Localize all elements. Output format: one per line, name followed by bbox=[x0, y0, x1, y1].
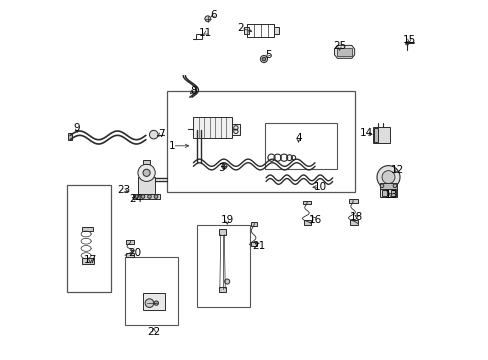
Bar bbox=[126, 253, 133, 257]
Bar bbox=[265, 123, 336, 169]
Circle shape bbox=[134, 195, 138, 198]
Bar bbox=[379, 183, 396, 189]
Bar bbox=[142, 293, 164, 310]
Circle shape bbox=[260, 55, 267, 63]
Bar bbox=[82, 227, 92, 231]
Text: 23: 23 bbox=[117, 185, 130, 195]
Bar bbox=[247, 24, 274, 37]
Bar bbox=[379, 189, 396, 197]
Bar bbox=[302, 201, 311, 204]
Circle shape bbox=[381, 171, 394, 184]
Bar bbox=[133, 194, 159, 199]
Text: 9: 9 bbox=[74, 123, 80, 133]
Text: 15: 15 bbox=[402, 35, 415, 45]
Circle shape bbox=[224, 279, 229, 284]
Circle shape bbox=[138, 164, 155, 181]
Circle shape bbox=[154, 195, 158, 198]
Bar bbox=[231, 124, 239, 135]
Bar bbox=[381, 190, 386, 196]
Text: 24: 24 bbox=[129, 194, 142, 204]
Bar bbox=[197, 225, 250, 307]
Bar bbox=[67, 185, 110, 292]
Text: 11: 11 bbox=[199, 28, 212, 38]
Text: 2: 2 bbox=[237, 23, 244, 33]
Bar bbox=[142, 160, 150, 164]
Circle shape bbox=[262, 57, 265, 61]
Bar bbox=[337, 48, 351, 56]
Bar bbox=[348, 199, 357, 203]
Text: 6: 6 bbox=[210, 10, 216, 20]
Text: 19: 19 bbox=[220, 215, 233, 225]
Circle shape bbox=[154, 301, 158, 305]
Text: 20: 20 bbox=[127, 248, 141, 258]
Text: 25: 25 bbox=[332, 41, 346, 51]
Bar bbox=[82, 258, 94, 264]
Bar bbox=[126, 240, 133, 244]
Bar bbox=[68, 133, 72, 140]
Circle shape bbox=[145, 299, 153, 307]
Circle shape bbox=[405, 41, 408, 45]
Bar bbox=[250, 222, 257, 226]
Bar bbox=[138, 177, 155, 194]
Polygon shape bbox=[334, 45, 354, 58]
Text: 8: 8 bbox=[190, 86, 196, 96]
Bar bbox=[303, 220, 311, 225]
Bar bbox=[373, 128, 378, 142]
Circle shape bbox=[149, 130, 158, 139]
Text: 7: 7 bbox=[157, 129, 164, 139]
Bar bbox=[244, 27, 248, 34]
Text: 12: 12 bbox=[390, 165, 404, 175]
Circle shape bbox=[222, 164, 226, 169]
Text: 1: 1 bbox=[169, 141, 176, 151]
Bar bbox=[196, 34, 202, 39]
Text: 17: 17 bbox=[83, 255, 97, 265]
Bar bbox=[274, 27, 278, 34]
Circle shape bbox=[141, 195, 144, 198]
Text: 16: 16 bbox=[308, 215, 321, 225]
Bar bbox=[250, 242, 257, 246]
Bar bbox=[218, 287, 226, 292]
Bar bbox=[193, 117, 231, 138]
Circle shape bbox=[147, 195, 151, 198]
Bar bbox=[125, 257, 178, 325]
Text: 14: 14 bbox=[360, 128, 373, 138]
Text: 5: 5 bbox=[264, 50, 271, 60]
Text: 13: 13 bbox=[384, 190, 397, 200]
Circle shape bbox=[142, 169, 150, 176]
Text: 18: 18 bbox=[349, 212, 363, 222]
Bar bbox=[390, 190, 395, 196]
Bar bbox=[372, 127, 389, 143]
Bar bbox=[349, 220, 357, 225]
Circle shape bbox=[204, 16, 210, 22]
Text: 22: 22 bbox=[147, 327, 160, 337]
Text: 3: 3 bbox=[217, 163, 224, 173]
Text: 10: 10 bbox=[313, 182, 326, 192]
Text: 4: 4 bbox=[295, 132, 301, 143]
Text: 21: 21 bbox=[252, 240, 265, 251]
Circle shape bbox=[376, 166, 399, 189]
Bar bbox=[166, 91, 354, 192]
Bar bbox=[218, 229, 226, 235]
